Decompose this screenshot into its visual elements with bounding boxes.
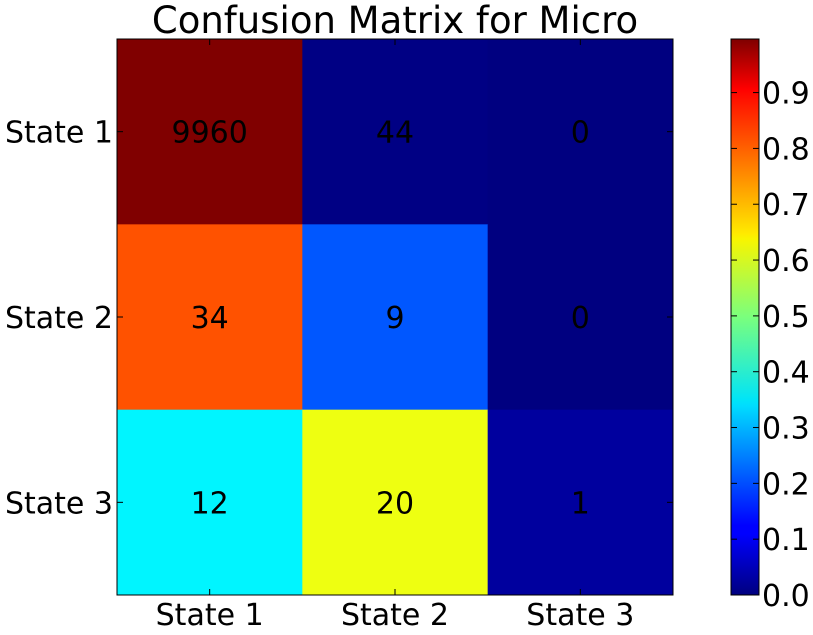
- colorbar-tick-label: 0.8: [762, 132, 810, 167]
- column-tick-label: State 3: [526, 598, 634, 630]
- cell-count-label: 9960: [171, 116, 247, 151]
- heatmap-cell: [302, 224, 489, 411]
- cell-count-label: 0: [571, 116, 590, 151]
- heatmap-cell-labels: 9960 44 0 34 9 0 12 20 1: [171, 116, 589, 522]
- heatmap-cells: [117, 39, 674, 596]
- column-tick-labels: State 1 State 2 State 3: [156, 39, 634, 633]
- row-tick-labels: State 1 State 2 State 3: [5, 116, 673, 521]
- cell-count-label: 9: [385, 301, 404, 336]
- colorbar-tick-label: 0.1: [762, 523, 810, 558]
- heatmap-cell: [302, 39, 489, 225]
- cell-count-label: 1: [571, 486, 590, 521]
- colorbar-tick-label: 0.7: [762, 188, 810, 223]
- colorbar-gradient: [730, 38, 760, 596]
- cell-count-label: 34: [191, 301, 229, 336]
- colorbar-tick-label: 0.4: [762, 356, 810, 391]
- colorbar: 0.0 0.1 0.2 0.3 0.4 0.5 0.6 0.7 0.8 0.9: [730, 38, 810, 614]
- row-tick-label: State 3: [5, 486, 113, 521]
- cell-count-label: 12: [191, 486, 229, 521]
- colorbar-tick-label: 0.6: [762, 244, 810, 279]
- colorbar-tick-label: 0.3: [762, 412, 810, 447]
- cell-count-label: 0: [571, 301, 590, 336]
- cell-count-label: 20: [376, 486, 414, 521]
- column-tick-label: State 1: [156, 598, 264, 630]
- heatmap-cell: [302, 409, 489, 596]
- heatmap-cell: [117, 39, 303, 225]
- heatmap-cell: [487, 409, 674, 596]
- colorbar-tick-label: 0.2: [762, 467, 810, 502]
- row-tick-label: State 2: [5, 301, 113, 336]
- cell-count-label: 44: [376, 116, 414, 151]
- colorbar-tick-label: 0.5: [762, 300, 810, 335]
- row-tick-label: State 1: [5, 116, 113, 151]
- heatmap-cell: [487, 224, 674, 411]
- column-tick-label: State 2: [341, 598, 449, 630]
- chart-title: Confusion Matrix for Micro: [152, 0, 638, 42]
- colorbar-tick-label: 0.0: [762, 579, 810, 614]
- heatmap-cell: [117, 224, 303, 411]
- heatmap-cell: [487, 39, 674, 225]
- colorbar-ticks: 0.0 0.1 0.2 0.3 0.4 0.5 0.6 0.7 0.8 0.9: [731, 77, 810, 614]
- colorbar-tick-label: 0.9: [762, 77, 810, 112]
- heatmap-cell: [117, 409, 303, 596]
